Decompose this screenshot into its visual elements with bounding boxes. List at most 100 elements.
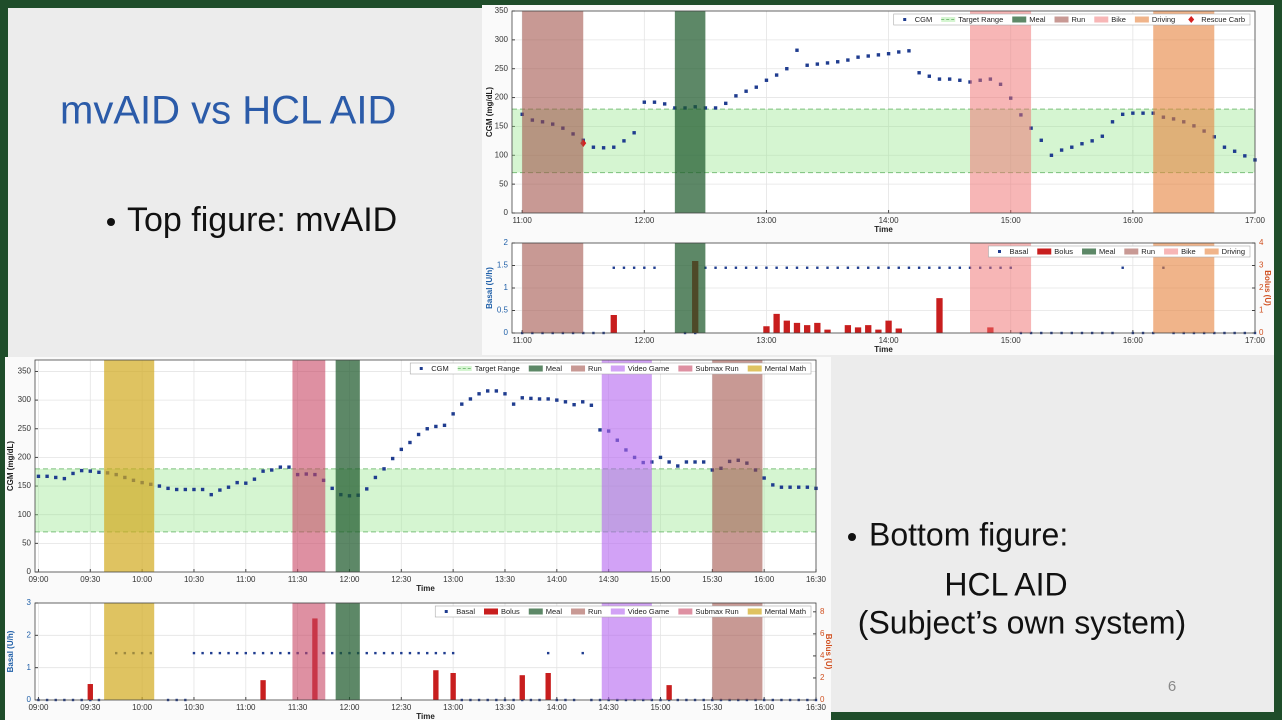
cgm-point (166, 486, 170, 491)
y2-tick-label: 4 (820, 651, 825, 660)
basal-point (653, 266, 656, 269)
cgm-point (88, 469, 92, 473)
cgm-point (886, 52, 891, 56)
cgm-point (200, 487, 205, 492)
cgm-point (79, 468, 84, 473)
x-tick-label: 15:00 (1001, 336, 1022, 345)
cgm-point (330, 486, 334, 491)
x-tick-label: 11:00 (236, 703, 256, 712)
cgm-point (788, 485, 792, 489)
legend-label: Mental Math (765, 364, 806, 373)
basal-point (261, 651, 265, 655)
basal-point (408, 651, 412, 655)
cgm-point (434, 424, 438, 429)
legend-swatch (1094, 16, 1109, 23)
cgm-point (779, 485, 784, 489)
legend-swatch (419, 367, 423, 370)
x-axis-label: Time (416, 584, 435, 593)
bolus-bar (936, 298, 943, 333)
cgm-point (477, 392, 481, 396)
cgm-point (1131, 111, 1135, 115)
cgm-point (192, 487, 196, 492)
plot-frame (511, 10, 1256, 214)
legend-swatch (1082, 248, 1097, 255)
bolus-bar (450, 672, 456, 700)
x-tick-label: 16:00 (754, 575, 775, 584)
cgm-point (494, 389, 499, 393)
y-tick-label: 250 (18, 424, 32, 433)
cgm-point (797, 485, 801, 489)
bolus-bar (865, 325, 872, 333)
legend-swatch (1164, 248, 1179, 255)
legend-box (893, 13, 1251, 26)
legend-label: Meal (1029, 15, 1046, 24)
bolus-bar (885, 320, 892, 333)
bolus-bar (87, 684, 93, 700)
legend: Basal Bolus Meal Run Bike Driving (988, 245, 1251, 258)
basal-point (391, 651, 394, 655)
legend-swatch (528, 365, 543, 372)
x-tick-label: 13:00 (443, 575, 464, 584)
event-span (674, 243, 706, 333)
x-tick-label: 14:30 (599, 575, 620, 584)
cgm-point (287, 465, 291, 469)
basal-point (612, 266, 615, 269)
cgm-point (907, 49, 911, 53)
legend-label: Bike (1111, 15, 1126, 24)
cgm-point (373, 475, 378, 480)
x-tick-label: 13:00 (756, 216, 777, 225)
cgm-point (244, 481, 248, 485)
cgm-point (825, 61, 830, 65)
y-tick-label: 2 (27, 630, 32, 639)
page-number: 6 (1168, 678, 1176, 695)
x-tick-label: 12:30 (391, 575, 412, 584)
y-tick-label: 1.5 (497, 261, 509, 270)
bolus-bar (783, 320, 790, 333)
cgm-point (866, 54, 870, 58)
event-span (522, 243, 584, 333)
legend-label: Basal (456, 607, 475, 616)
chart: 09:00 09:30 10:00 10:30 11:00 11:30 12:00 12:30… (6, 359, 827, 593)
chart: 11:00 12:00 13:00 14:00 15:00 16:00 17:0000.51… (485, 238, 1272, 354)
cgm-point (62, 476, 67, 481)
cgm-point (278, 465, 283, 469)
cgm-point (503, 392, 507, 396)
cgm-point (563, 400, 568, 404)
bullet (848, 533, 856, 541)
cgm-point (658, 455, 663, 460)
y2-tick-label: 4 (1259, 238, 1264, 247)
bolus-bar (519, 675, 525, 700)
cgm-point (486, 389, 490, 393)
legend-label: Run (588, 607, 602, 616)
x-tick-label: 12:00 (634, 216, 655, 225)
slide-title: mvAID vs HCL AID (60, 89, 396, 133)
bolus-bar (610, 315, 617, 333)
y2-tick-label: 6 (820, 629, 825, 638)
plot-frame (511, 242, 1256, 334)
cgm-point (785, 67, 789, 71)
cgm-point (1059, 148, 1064, 152)
event-span (522, 11, 584, 213)
cgm-point (382, 467, 386, 471)
basal-point (287, 651, 291, 655)
cgm-point (71, 471, 75, 476)
y-tick-label: 0 (504, 328, 509, 337)
cgm-point (667, 460, 671, 464)
x-tick-label: 12:00 (339, 703, 360, 712)
basal-point (887, 266, 890, 269)
legend-label: Submax Run (695, 607, 738, 616)
x-tick-label: 16:00 (1123, 336, 1144, 345)
y-tick-label: 100 (18, 510, 32, 519)
basal-point (192, 651, 196, 655)
event-span (970, 11, 1032, 213)
event-span (292, 603, 326, 700)
cgm-point (846, 58, 850, 62)
basal-point (546, 651, 550, 655)
basal-point (443, 651, 446, 655)
legend-label: Video Game (628, 607, 670, 616)
cgm-point (856, 55, 860, 59)
legend-box (409, 362, 812, 375)
legend: Basal Bolus Meal Run Video Game Submax Run Men… (434, 605, 812, 618)
basal-point (417, 651, 420, 655)
y-tick-label: 50 (22, 538, 31, 547)
